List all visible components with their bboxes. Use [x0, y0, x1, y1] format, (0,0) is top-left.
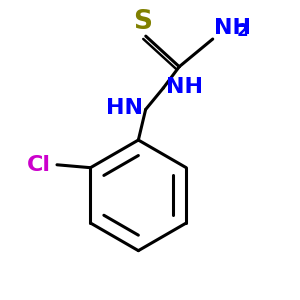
- Text: NH: NH: [214, 18, 251, 38]
- Text: NH: NH: [166, 76, 203, 97]
- Text: Cl: Cl: [27, 155, 51, 175]
- Text: S: S: [134, 9, 152, 35]
- Text: HN: HN: [106, 98, 143, 118]
- Text: 2: 2: [237, 22, 248, 40]
